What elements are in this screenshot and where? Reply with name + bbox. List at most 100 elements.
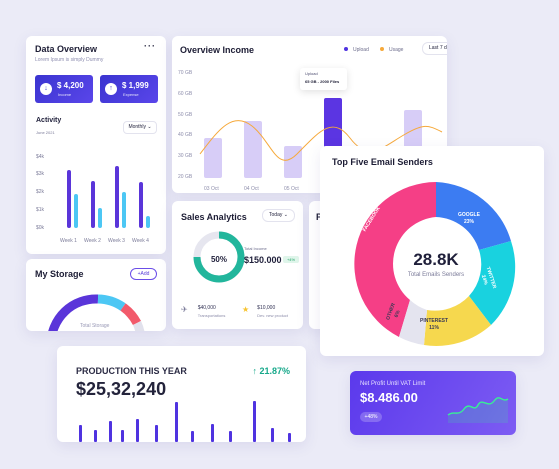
production-bar [288, 433, 291, 442]
period-dropdown[interactable]: Last 7 d [422, 42, 447, 55]
data-overview-title: Data Overview [35, 44, 98, 54]
bar-week4-a [139, 182, 143, 228]
expense-stat-box[interactable]: ↑ $ 1,999 Expense [100, 75, 158, 103]
production-bar [229, 431, 232, 442]
storage-card: My Storage +Add Total Storage [26, 259, 166, 331]
sales-percent: 50% [210, 255, 227, 264]
segment-facebook [354, 182, 436, 337]
production-value: $25,32,240 [76, 379, 167, 399]
total-income-value: $150.000 [244, 255, 282, 265]
segment-pinterest [424, 296, 491, 346]
x-tick: Week 2 [84, 238, 101, 244]
period-select[interactable]: Today ⌄ [262, 209, 295, 222]
bar-week4-b [146, 216, 150, 228]
partial-card-title: P [316, 212, 323, 222]
profit-label: Net Profit Until VAT Limit [360, 381, 426, 387]
activity-title: Activity [36, 117, 62, 124]
profit-sparkline [447, 397, 509, 423]
activity-date: June 2021 [36, 130, 55, 135]
expense-value: $ 1,999 [122, 81, 149, 90]
segment-name: PINTEREST [420, 318, 449, 324]
production-bar [136, 419, 139, 442]
y-tick: 60 GB [178, 91, 193, 97]
tooltip-label: Upload [305, 71, 318, 76]
y-tick: $4k [36, 154, 45, 160]
y-tick: 40 GB [178, 132, 193, 138]
legend-upload: Upload [344, 47, 369, 53]
pinterest-label: PINTEREST 11% [420, 318, 448, 332]
income-value: $ 4,200 [57, 81, 84, 90]
data-overview-card: Data Overview ··· Lorem Ipsum is simply … [26, 36, 166, 254]
production-card: PRODUCTION THIS YEAR $25,32,240 ↑ 21.87% [57, 346, 306, 442]
production-bar [253, 401, 256, 442]
arrow-down-icon: ↓ [40, 83, 52, 95]
income-bar [244, 121, 262, 178]
plane-icon: ✈ [181, 305, 188, 314]
storage-total-label: Total Storage [80, 323, 110, 329]
y-tick: $0k [36, 225, 45, 231]
activity-chart: $4k $3k $2k $1k $0k Week 1 Week 2 Week 3… [36, 154, 150, 244]
y-tick: $1k [36, 207, 45, 213]
sales-ring [193, 231, 245, 283]
add-storage-button[interactable]: +Add [130, 268, 157, 280]
segment-percent: 23% [463, 219, 474, 225]
center-label: Total Emails Senders [407, 272, 465, 278]
top-senders-card: Top Five Email Senders 28.8K Total Email… [320, 146, 544, 356]
income-bar [284, 146, 302, 178]
production-change: ↑ 21.87% [252, 366, 290, 376]
expense-label: Expense [123, 92, 139, 97]
total-income-badge: +4% [283, 256, 299, 263]
legend-upload-label: Upload [353, 47, 369, 53]
stat-value: $10,000 [257, 305, 276, 311]
y-tick: 30 GB [178, 153, 193, 159]
chevron-down-icon: ⌄ [147, 124, 152, 130]
bar-week3-b [122, 192, 126, 228]
production-bar [191, 431, 194, 442]
usage-line [199, 120, 443, 161]
x-tick: Week 3 [108, 238, 125, 244]
data-overview-tagline: Lorem Ipsum is simply Dummy [35, 57, 104, 63]
production-bar [175, 402, 178, 442]
production-change-value: 21.87% [259, 366, 290, 376]
y-tick: $3k [36, 171, 45, 177]
x-tick: Week 4 [132, 238, 149, 244]
production-bar [94, 430, 97, 442]
production-bar [121, 430, 124, 442]
chart-tooltip: Upload 65 GB - 2000 Files [300, 68, 347, 90]
senders-donut [354, 182, 516, 346]
overview-income-card: Overview Income Upload Usage Last 7 d 70… [172, 36, 447, 193]
sales-analytics-card: Sales Analytics Today ⌄ 50% Total Income… [172, 201, 303, 329]
segment-other [399, 300, 427, 345]
segment-google [436, 182, 511, 250]
legend-usage: Usage [380, 47, 403, 53]
center-value: 28.8K [413, 250, 459, 269]
chevron-down-icon: ⌄ [283, 212, 288, 218]
top-senders-title: Top Five Email Senders [332, 157, 433, 167]
production-bar [271, 428, 274, 442]
google-label: GOOGLE 23% [458, 212, 480, 226]
production-bar [155, 425, 158, 442]
x-tick: Week 1 [60, 238, 77, 244]
more-dots-icon[interactable]: ··· [144, 41, 156, 51]
production-chart [79, 401, 291, 442]
star-icon: ★ [242, 305, 250, 314]
stat-label: Transportations [197, 313, 226, 318]
product-stat: ★ $10,000 Dev. new product [242, 305, 288, 318]
bar-week2-b [98, 208, 102, 228]
stat-value: $40,000 [197, 305, 216, 311]
arrow-up-icon: ↑ [105, 83, 117, 95]
total-income-label: Total Income [244, 246, 267, 251]
storage-title: My Storage [35, 269, 84, 279]
x-tick: 04 Oct [244, 186, 259, 192]
profit-value: $8.486.00 [360, 390, 418, 405]
profit-badge: +48% [360, 412, 382, 422]
stat-label: Dev. new product [257, 313, 289, 318]
production-title: PRODUCTION THIS YEAR [76, 366, 187, 376]
period-select-label: Today [269, 212, 283, 218]
period-select[interactable]: Monthly ⌄ [123, 121, 157, 134]
arrow-up-icon: ↑ [252, 366, 260, 376]
production-bar [109, 421, 112, 442]
production-bar [211, 424, 214, 442]
x-tick: 05 Oct [284, 186, 299, 192]
income-stat-box[interactable]: ↓ $ 4,200 Income [35, 75, 93, 103]
